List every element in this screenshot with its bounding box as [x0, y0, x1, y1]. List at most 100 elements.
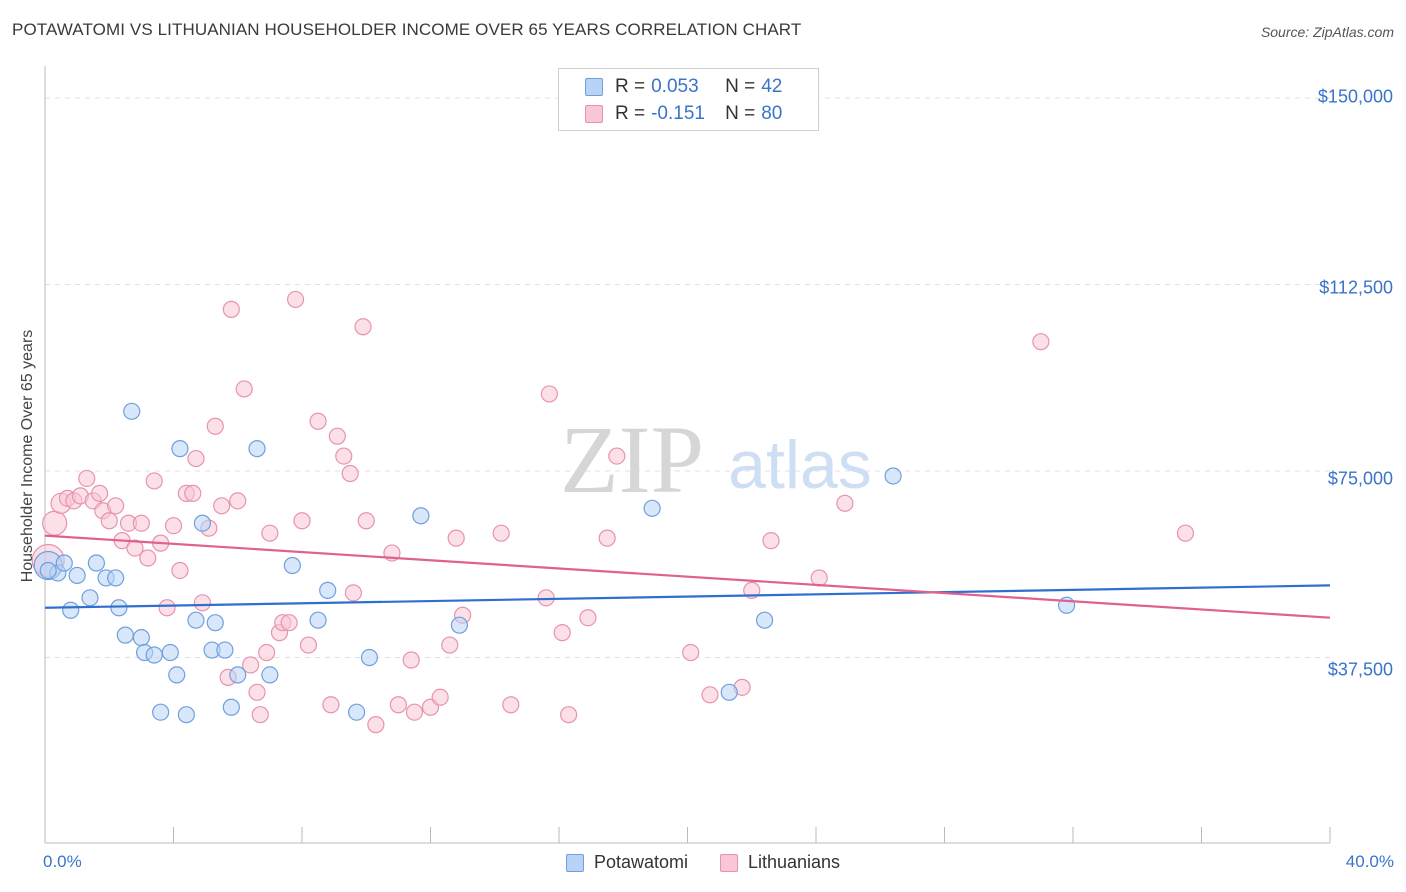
x-tick-label: 40.0%	[1345, 852, 1394, 871]
point-lithuanians	[402, 651, 420, 669]
point-lithuanians	[258, 643, 276, 662]
point-potawatomi	[62, 601, 80, 619]
point-lithuanians	[293, 512, 311, 530]
point-lithuanians	[42, 510, 68, 536]
legend-swatch-blue	[565, 853, 584, 872]
point-potawatomi	[309, 611, 327, 629]
series-legend: Potawatomi Lithuanians	[0, 852, 1406, 873]
point-lithuanians	[206, 417, 224, 435]
point-lithuanians	[335, 447, 353, 465]
legend-r-label: R =	[615, 103, 646, 124]
legend-r-value: -0.151	[651, 103, 705, 124]
legend-item-lithuanians[interactable]: Lithuanians	[719, 852, 840, 873]
point-lithuanians	[537, 589, 555, 607]
trend-lines	[44, 534, 1331, 619]
point-lithuanians	[560, 706, 578, 724]
point-potawatomi	[68, 566, 86, 585]
point-lithuanians	[762, 532, 780, 550]
y-tick-label: $150,000	[1317, 86, 1393, 107]
y-tick-label: $75,000	[1327, 468, 1393, 489]
point-potawatomi	[107, 569, 125, 587]
point-potawatomi	[177, 706, 195, 724]
point-lithuanians	[441, 636, 459, 654]
point-lithuanians	[299, 636, 318, 654]
legend-row-lithuanians: R = -0.151 N = 80	[585, 102, 782, 126]
legend-swatch-pink	[585, 105, 603, 123]
point-lithuanians	[145, 472, 163, 490]
point-potawatomi	[216, 641, 234, 659]
point-potawatomi	[222, 698, 240, 716]
point-potawatomi	[168, 666, 186, 684]
legend-n-label: N =	[725, 76, 756, 97]
point-potawatomi	[187, 611, 205, 629]
watermark-zip: ZIP	[560, 406, 704, 513]
axes	[44, 66, 1331, 844]
legend-swatch-pink	[719, 853, 738, 872]
point-potawatomi	[319, 581, 337, 599]
trend-line-lithuanians	[44, 534, 1331, 619]
point-lithuanians	[328, 427, 346, 445]
point-potawatomi	[206, 614, 224, 632]
point-potawatomi	[55, 554, 73, 572]
y-tick-label: $37,500	[1327, 659, 1393, 680]
point-potawatomi	[283, 556, 301, 575]
point-potawatomi	[229, 666, 247, 684]
point-lithuanians	[280, 614, 298, 632]
point-lithuanians	[158, 599, 176, 617]
point-lithuanians	[492, 524, 510, 542]
point-potawatomi	[116, 626, 134, 644]
point-potawatomi	[412, 507, 430, 525]
point-lithuanians	[213, 497, 231, 515]
point-lithuanians	[164, 517, 183, 535]
legend-r-label: R =	[615, 76, 646, 97]
point-potawatomi	[145, 646, 163, 664]
point-lithuanians	[344, 584, 362, 602]
point-potawatomi	[720, 683, 738, 701]
point-potawatomi	[161, 643, 179, 662]
point-lithuanians	[107, 497, 125, 515]
point-lithuanians	[1176, 524, 1195, 542]
point-lithuanians	[322, 696, 340, 714]
point-lithuanians	[357, 512, 375, 530]
source-credit: Source: ZipAtlas.com	[1260, 24, 1394, 40]
watermark-atlas: atlas	[728, 427, 872, 503]
watermark: ZIP atlas	[560, 406, 872, 513]
chart-title: POTAWATOMI VS LITHUANIAN HOUSEHOLDER INC…	[12, 20, 802, 39]
trend-line-potawatomi	[44, 584, 1331, 609]
point-lithuanians	[139, 549, 157, 567]
point-potawatomi	[755, 611, 774, 629]
legend-n-label: N =	[725, 103, 756, 124]
point-lithuanians	[229, 492, 247, 510]
legend-row-potawatomi: R = 0.053 N = 42	[585, 75, 782, 99]
point-lithuanians	[389, 696, 407, 714]
legend-label-potawatomi: Potawatomi	[593, 852, 688, 872]
y-axis-label: Householder Income Over 65 years	[19, 329, 36, 583]
correlation-legend: R = 0.053 N = 42 R = -0.151 N = 80	[558, 68, 819, 131]
point-lithuanians	[579, 609, 597, 627]
point-lithuanians	[187, 449, 205, 468]
point-lithuanians	[222, 300, 240, 318]
point-potawatomi	[360, 648, 379, 667]
point-potawatomi	[450, 616, 469, 634]
point-lithuanians	[608, 447, 626, 465]
point-lithuanians	[309, 412, 327, 430]
point-lithuanians	[248, 683, 266, 701]
point-lithuanians	[171, 561, 189, 580]
legend-n-value: 80	[761, 103, 783, 124]
point-lithuanians	[261, 524, 279, 542]
series-potawatomi-points	[33, 402, 1076, 724]
point-lithuanians	[405, 703, 424, 721]
legend-r-value: 0.053	[651, 76, 699, 97]
point-lithuanians	[193, 594, 212, 612]
point-lithuanians	[682, 643, 700, 662]
y-tick-label: $112,500	[1319, 277, 1393, 298]
point-potawatomi	[261, 666, 279, 684]
point-lithuanians	[701, 686, 719, 704]
legend-item-potawatomi[interactable]: Potawatomi	[565, 852, 688, 873]
point-lithuanians	[836, 494, 854, 512]
point-potawatomi	[152, 703, 170, 721]
point-lithuanians	[431, 688, 449, 706]
point-lithuanians	[341, 464, 359, 483]
point-potawatomi	[110, 599, 128, 617]
point-potawatomi	[884, 467, 902, 485]
